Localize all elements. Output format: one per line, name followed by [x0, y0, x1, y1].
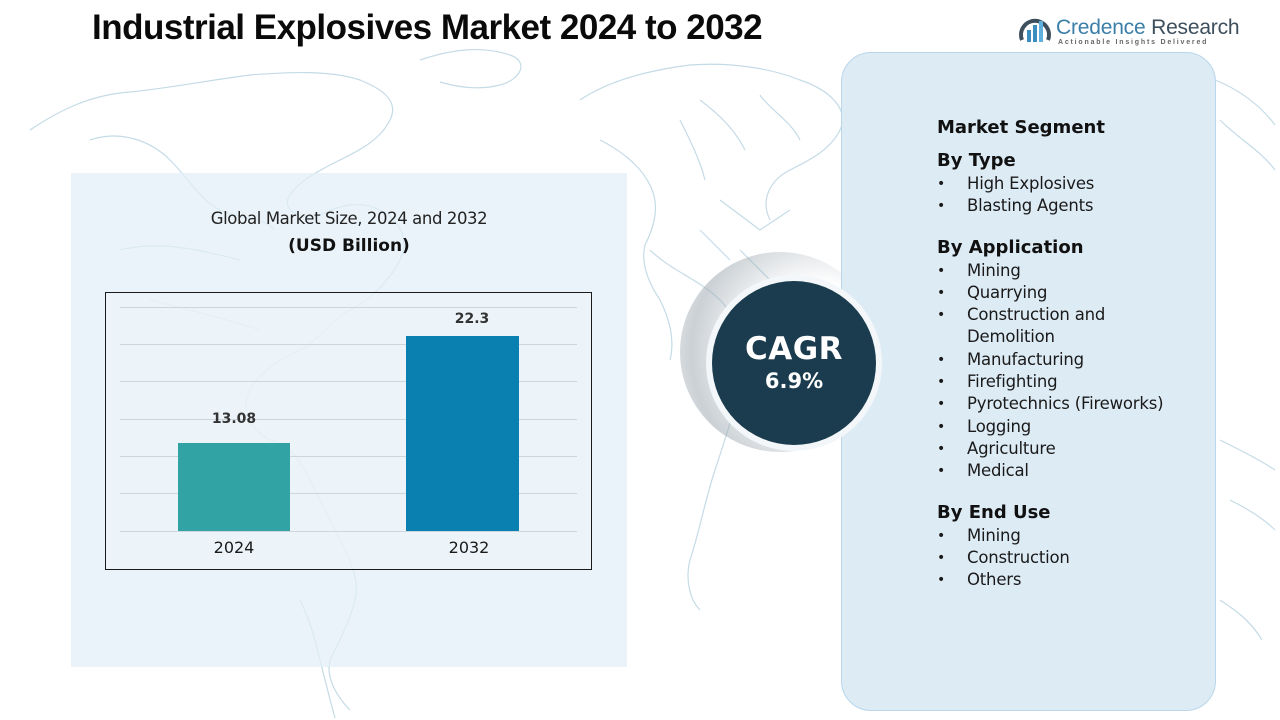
bullet-icon: • — [937, 198, 946, 215]
segment-item: • Mining — [937, 525, 1207, 547]
segment-item-label: Construction and Demolition — [967, 305, 1106, 347]
segment-group-type: By Type • High Explosives • Blasting Agent… — [937, 149, 1207, 218]
bullet-icon: • — [937, 262, 946, 279]
gridline — [120, 419, 577, 420]
bullet-icon: • — [937, 284, 946, 301]
segment-item: • Construction and Demolition — [937, 304, 1137, 349]
bar-value-2024: 13.08 — [211, 411, 257, 427]
credence-research-logo: Credence Research Actionable Insights De… — [1018, 14, 1240, 48]
segment-item-label: Medical — [967, 461, 1029, 481]
bullet-icon: • — [937, 572, 946, 589]
bullet-icon: • — [937, 463, 946, 480]
segment-item: • Construction — [937, 547, 1207, 569]
page-title: Industrial Explosives Market 2024 to 203… — [92, 8, 763, 47]
cagr-badge: CAGR 6.9% — [712, 281, 876, 445]
bullet-icon: • — [937, 440, 946, 457]
segment-item-label: Agriculture — [967, 438, 1056, 458]
segment-item: • Others — [937, 569, 1207, 591]
x-tick-2032: 2032 — [448, 538, 490, 557]
logo-name-primary: Credence — [1056, 15, 1146, 39]
segment-item-label: Manufacturing — [967, 349, 1084, 369]
segment-item-label: Blasting Agents — [967, 196, 1094, 216]
segment-item-label: Quarrying — [967, 282, 1048, 302]
segment-item: • High Explosives — [937, 173, 1207, 195]
cagr-label: CAGR — [744, 331, 844, 367]
segment-group-title: By Application — [937, 236, 1084, 258]
chart-title: Global Market Size, 2024 and 2032 — [210, 209, 488, 228]
segment-item-label: Logging — [967, 416, 1032, 436]
segment-item-label: Firefighting — [967, 372, 1058, 392]
market-segment-heading: Market Segment — [937, 117, 1105, 138]
gridline — [120, 493, 577, 494]
segment-item: • Firefighting — [937, 371, 1207, 393]
bullet-icon: • — [937, 396, 946, 413]
bullet-icon: • — [937, 418, 946, 435]
segment-item: • Quarrying — [937, 282, 1207, 304]
segment-item-label: Construction — [967, 547, 1070, 567]
gridline — [120, 307, 577, 308]
segment-item: • Mining — [937, 260, 1207, 282]
segment-item: • Logging — [937, 416, 1207, 438]
logo-tagline: Actionable Insights Delivered — [1058, 38, 1209, 46]
market-segment-panel: Market Segment By Type • High Explosives … — [841, 52, 1216, 711]
gridline — [120, 344, 577, 345]
bullet-icon: • — [937, 549, 946, 566]
market-size-chart-panel: Global Market Size, 2024 and 2032 (USD B… — [71, 173, 627, 667]
segment-item: • Manufacturing — [937, 349, 1207, 371]
bullet-icon: • — [937, 176, 946, 192]
gridline — [120, 381, 577, 382]
segment-item: • Medical — [937, 460, 1207, 482]
segment-item-label: Mining — [967, 260, 1021, 280]
bar-chart-in-circle-icon — [1019, 18, 1051, 42]
bar-value-2032: 22.3 — [454, 311, 490, 327]
bar-chart: 13.08 2024 22.3 2032 — [105, 292, 592, 570]
segment-item-label: Pyrotechnics (Fireworks) — [967, 394, 1164, 414]
segment-group-end-use: By End Use • Mining • Construction • Others — [937, 501, 1207, 592]
segment-item: • Pyrotechnics (Fireworks) — [937, 393, 1207, 415]
segment-item: • Agriculture — [937, 438, 1207, 460]
segment-item-label: High Explosives — [967, 174, 1095, 193]
segment-item-label: Mining — [967, 525, 1021, 545]
segment-item: • Blasting Agents — [937, 195, 1207, 217]
bar-2032 — [406, 336, 519, 531]
x-axis-baseline — [120, 531, 577, 532]
chart-unit-label: (USD Billion) — [288, 236, 410, 256]
x-tick-2024: 2024 — [213, 538, 255, 557]
segment-group-application: By Application • Mining • Quarrying • Const… — [937, 236, 1207, 483]
logo-name-secondary: Research — [1145, 15, 1240, 39]
segment-group-title: By End Use — [937, 501, 1051, 523]
segment-group-title: By Type — [937, 150, 1016, 171]
bullet-icon: • — [937, 527, 946, 544]
bullet-icon: • — [937, 307, 946, 324]
bullet-icon: • — [937, 351, 946, 368]
gridline — [120, 456, 577, 457]
segment-item-label: Others — [967, 570, 1022, 590]
bullet-icon: • — [937, 374, 946, 391]
cagr-value: 6.9% — [764, 369, 824, 393]
bar-2024 — [178, 443, 290, 531]
